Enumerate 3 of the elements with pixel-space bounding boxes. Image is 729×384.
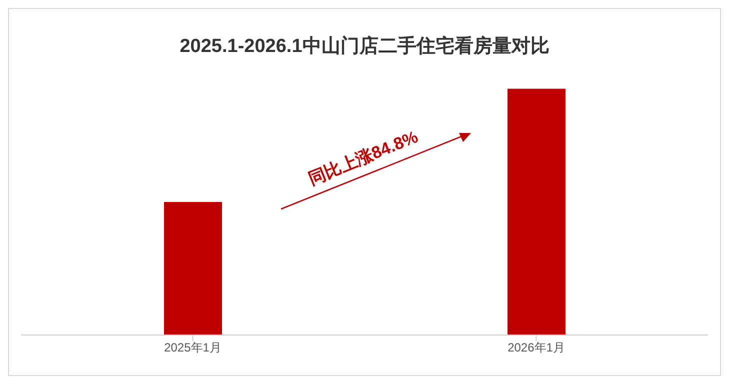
- x-tick-label: 2026年1月: [508, 340, 565, 355]
- x-tick-label: 2025年1月: [164, 340, 222, 355]
- chart-title: 2025.1-2026.1中山门店二手住宅看房量对比: [178, 34, 550, 59]
